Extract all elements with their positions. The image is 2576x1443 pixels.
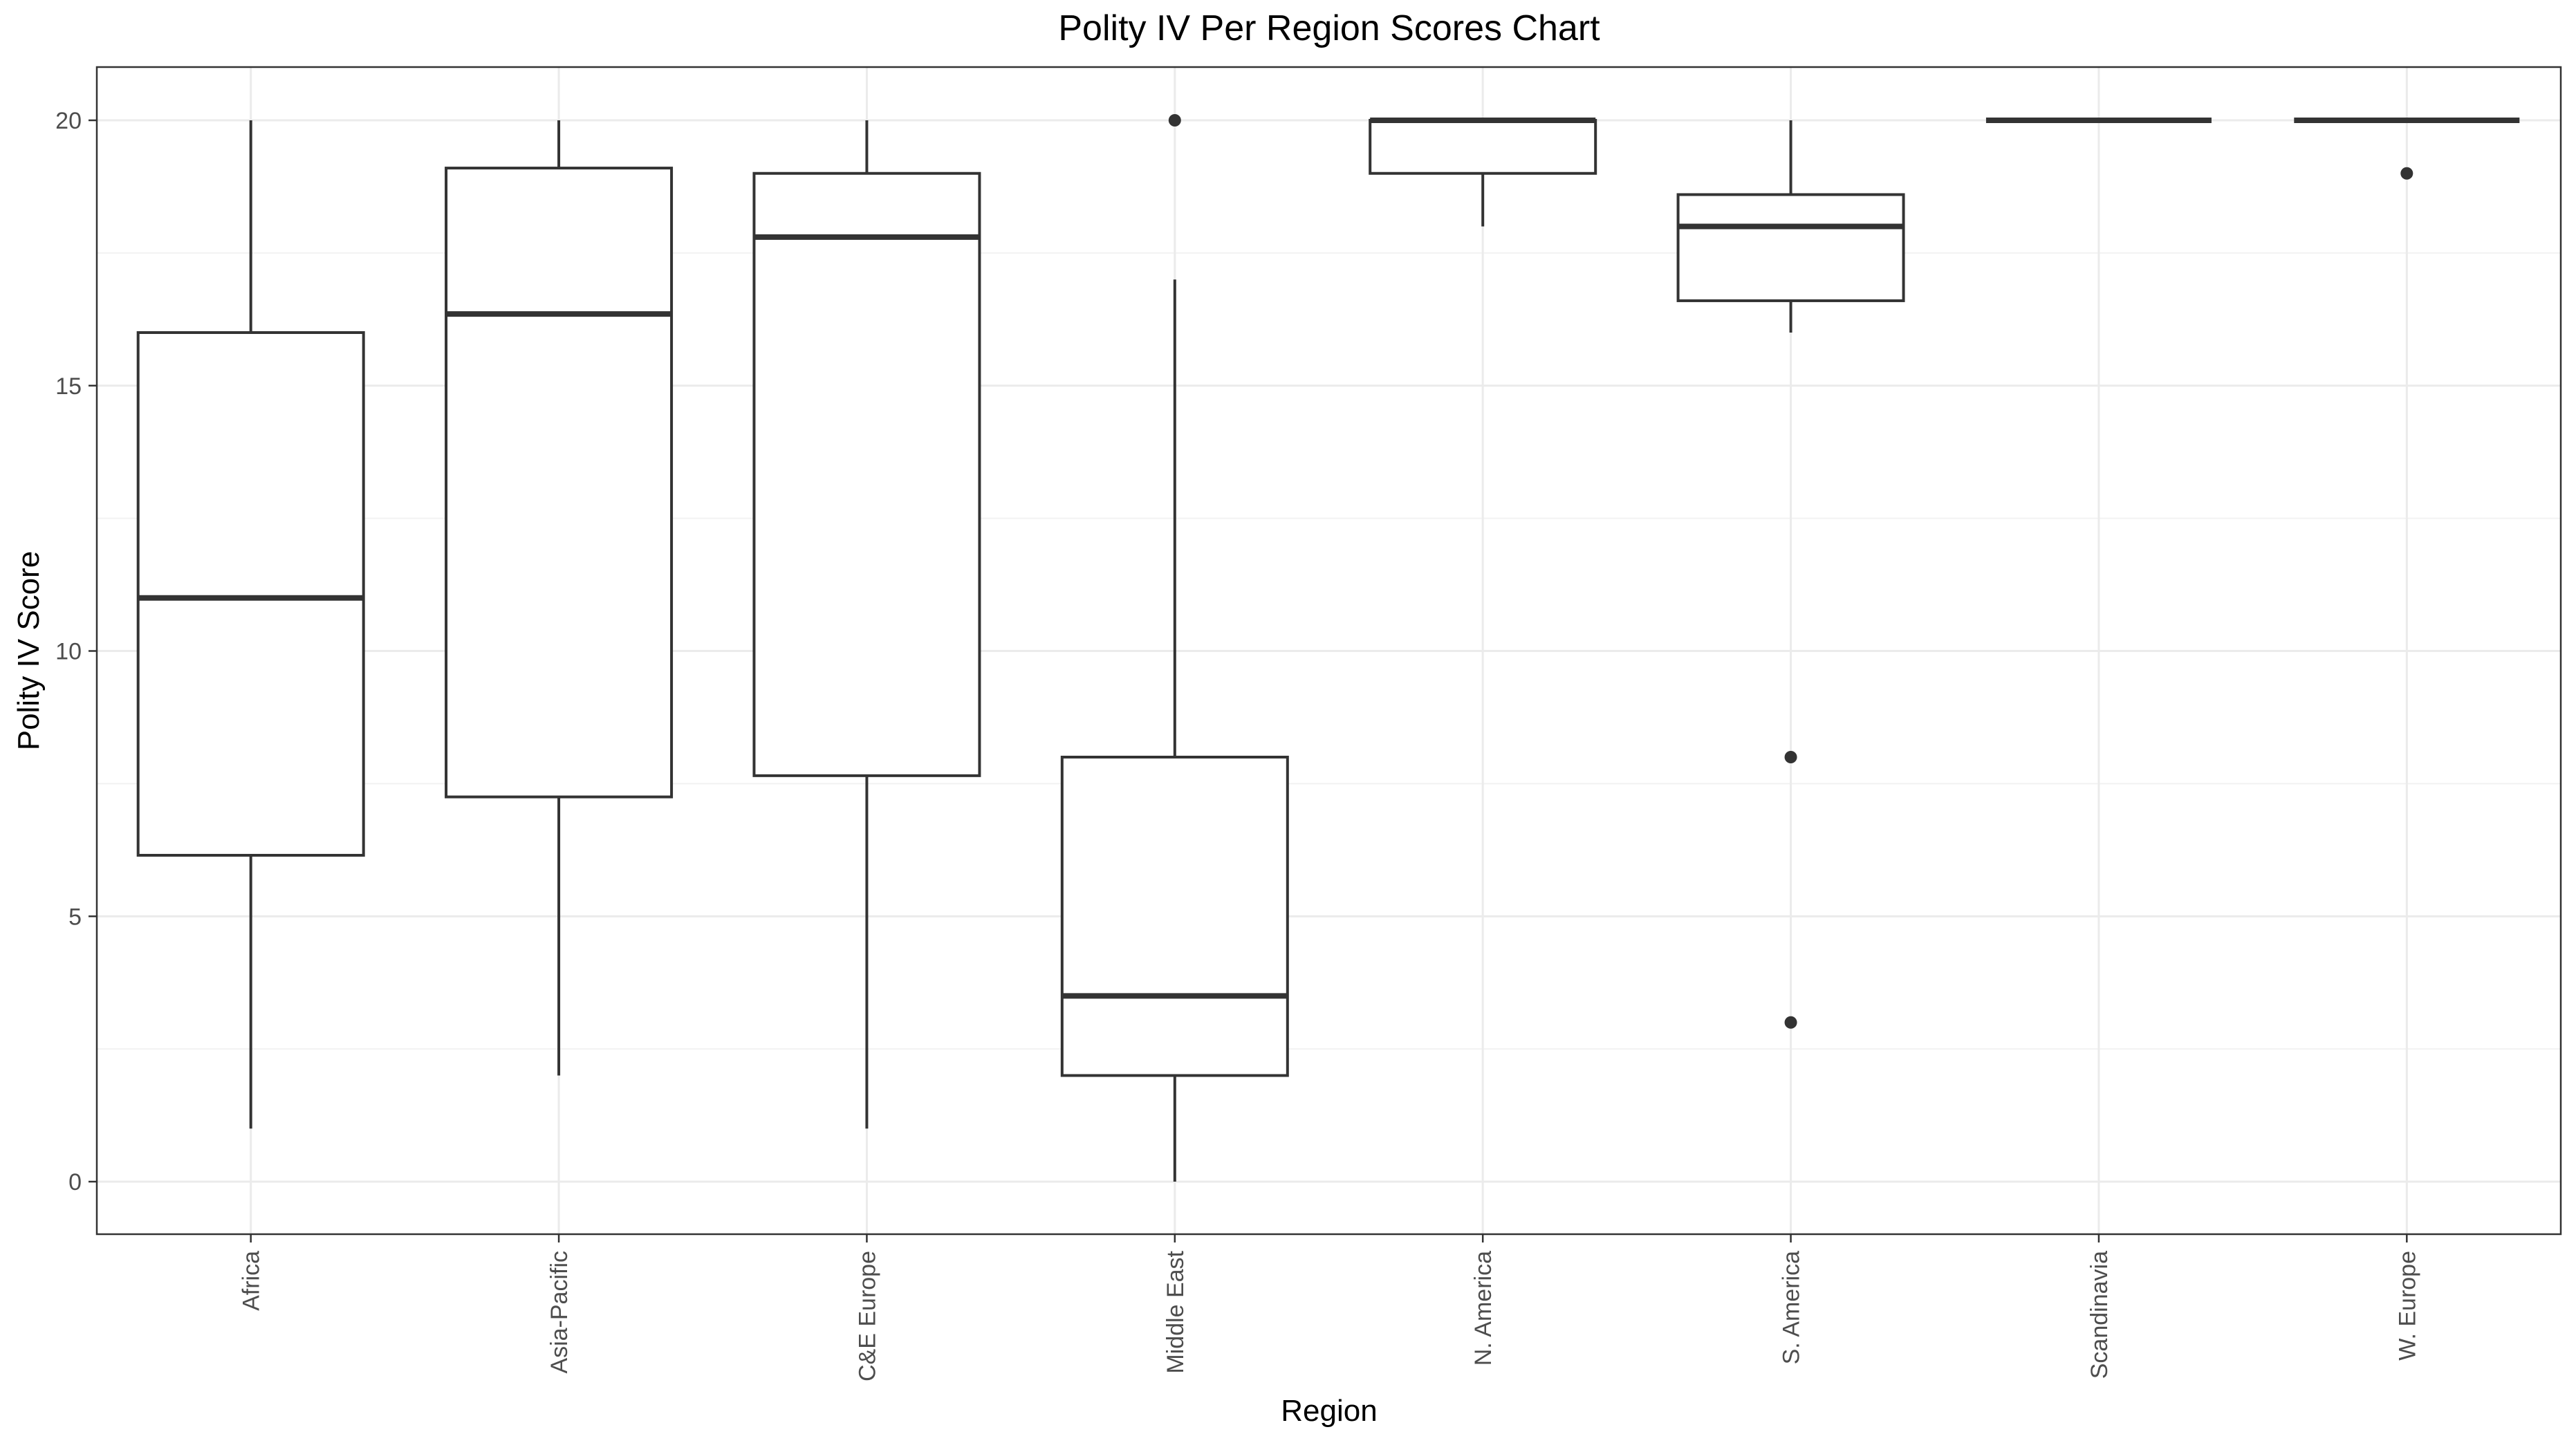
y-tick-label: 20 xyxy=(55,108,82,134)
y-axis: 0 5 10 15 20 xyxy=(55,108,97,1195)
box-africa xyxy=(136,120,365,1129)
outlier-point xyxy=(1168,114,1181,127)
y-tick-label: 0 xyxy=(68,1169,82,1195)
x-tick-label: Middle East xyxy=(1162,1250,1189,1373)
y-axis-title: Polity IV Score xyxy=(12,551,46,751)
y-tick-label: 15 xyxy=(55,373,82,400)
y-tick-label: 10 xyxy=(55,639,82,665)
box-middle-east xyxy=(1060,114,1289,1182)
iqr-box xyxy=(752,171,981,777)
outlier-point xyxy=(1784,1016,1797,1029)
iqr-box xyxy=(1060,756,1289,1077)
iqr-box xyxy=(1369,119,1597,175)
outlier-point xyxy=(1784,751,1797,763)
x-tick-label: N. America xyxy=(1470,1251,1497,1366)
box-asia-pacific xyxy=(445,120,674,1076)
outlier-point xyxy=(2400,167,2413,180)
iqr-box xyxy=(445,167,674,799)
iqr-box xyxy=(136,331,365,857)
x-tick-label: W. Europe xyxy=(2394,1251,2420,1361)
y-tick-label: 5 xyxy=(68,904,82,930)
x-tick-label: Asia-Pacific xyxy=(546,1251,573,1374)
x-axis-title: Region xyxy=(1281,1394,1377,1428)
chart-title: Polity IV Per Region Scores Chart xyxy=(1058,8,1600,48)
box-w-europe xyxy=(2294,118,2520,180)
x-axis: Africa Asia-Pacific C&E Europe Middle East N… xyxy=(239,1234,2420,1381)
x-tick-label: Africa xyxy=(239,1251,265,1311)
x-tick-label: C&E Europe xyxy=(854,1251,880,1381)
iqr-box xyxy=(1676,193,1905,302)
box-n-america xyxy=(1369,118,1597,227)
box-s-america xyxy=(1676,120,1905,1029)
x-tick-label: Scandinavia xyxy=(2086,1251,2113,1379)
x-tick-label: S. America xyxy=(1779,1251,1805,1364)
box-c-e-europe xyxy=(752,120,981,1129)
box-series xyxy=(136,114,2520,1182)
